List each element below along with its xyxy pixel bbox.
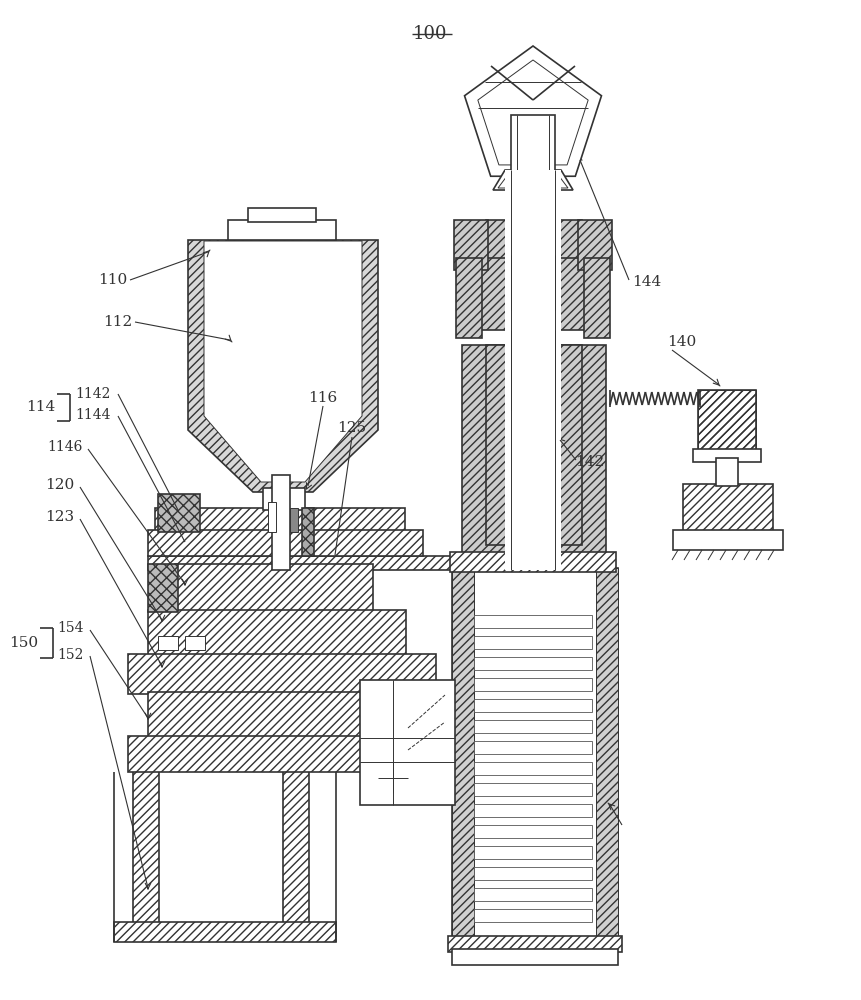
Bar bbox=[283, 767, 309, 925]
Bar bbox=[452, 568, 618, 938]
Bar bbox=[450, 552, 616, 572]
Bar bbox=[474, 825, 592, 838]
Bar bbox=[474, 762, 592, 775]
Bar bbox=[114, 922, 336, 942]
Polygon shape bbox=[188, 240, 378, 492]
Text: 112: 112 bbox=[103, 315, 133, 329]
Bar bbox=[228, 220, 336, 240]
Bar bbox=[448, 936, 622, 952]
Text: 1142: 1142 bbox=[75, 387, 110, 401]
Bar bbox=[272, 475, 290, 570]
Text: 142: 142 bbox=[575, 455, 604, 469]
Bar bbox=[596, 568, 618, 938]
Bar bbox=[185, 636, 205, 650]
Bar bbox=[148, 556, 468, 570]
Bar bbox=[263, 488, 305, 510]
Polygon shape bbox=[465, 46, 602, 176]
Bar bbox=[302, 508, 314, 556]
Bar bbox=[456, 258, 482, 338]
Text: 140: 140 bbox=[667, 335, 697, 349]
Bar bbox=[474, 888, 592, 901]
Text: 100: 100 bbox=[412, 25, 447, 43]
Bar bbox=[505, 255, 561, 410]
Bar bbox=[148, 692, 428, 738]
Bar bbox=[698, 390, 756, 452]
Text: 144: 144 bbox=[632, 275, 661, 289]
Bar bbox=[474, 783, 592, 796]
Text: 114: 114 bbox=[26, 400, 55, 414]
Bar bbox=[673, 530, 783, 550]
Bar bbox=[462, 345, 606, 555]
Bar bbox=[683, 484, 773, 532]
Text: 123: 123 bbox=[46, 510, 75, 524]
Text: 150: 150 bbox=[9, 636, 38, 650]
Bar bbox=[158, 636, 178, 650]
Bar bbox=[693, 449, 761, 462]
Text: 154: 154 bbox=[57, 621, 84, 635]
Polygon shape bbox=[498, 172, 568, 188]
Bar bbox=[452, 568, 474, 938]
Polygon shape bbox=[478, 60, 588, 165]
Bar bbox=[486, 345, 582, 545]
Bar bbox=[128, 652, 440, 772]
Bar bbox=[474, 846, 592, 859]
Bar bbox=[478, 258, 588, 330]
Bar bbox=[486, 220, 582, 262]
Bar bbox=[474, 720, 592, 733]
Bar bbox=[474, 657, 592, 670]
Bar bbox=[454, 220, 488, 270]
Bar bbox=[474, 909, 592, 922]
Bar bbox=[175, 564, 373, 612]
Bar bbox=[148, 564, 178, 612]
Bar bbox=[290, 508, 298, 532]
Text: 116: 116 bbox=[308, 391, 338, 405]
Text: 120: 120 bbox=[46, 478, 75, 492]
Bar bbox=[452, 949, 618, 965]
Bar bbox=[474, 636, 592, 649]
Bar bbox=[128, 736, 440, 772]
Bar bbox=[716, 458, 738, 486]
Polygon shape bbox=[493, 170, 573, 190]
Polygon shape bbox=[204, 241, 362, 482]
Bar bbox=[474, 699, 592, 712]
Bar bbox=[584, 258, 610, 338]
Bar bbox=[505, 170, 561, 310]
Bar bbox=[474, 615, 592, 628]
Bar bbox=[474, 741, 592, 754]
Bar bbox=[474, 804, 592, 817]
Bar bbox=[474, 678, 592, 691]
Text: 1144: 1144 bbox=[75, 408, 110, 422]
Bar bbox=[474, 867, 592, 880]
Bar bbox=[133, 767, 159, 925]
Bar bbox=[698, 390, 756, 452]
Bar bbox=[578, 220, 612, 270]
Bar bbox=[148, 530, 423, 556]
Bar bbox=[360, 680, 455, 805]
Bar bbox=[268, 502, 276, 532]
Bar bbox=[158, 494, 200, 532]
Bar bbox=[155, 508, 405, 532]
Text: 1146: 1146 bbox=[47, 440, 83, 454]
Bar bbox=[248, 208, 316, 222]
Bar bbox=[505, 330, 561, 570]
Bar bbox=[511, 115, 555, 230]
Text: 125: 125 bbox=[338, 421, 367, 435]
Bar bbox=[128, 654, 436, 694]
Text: 152: 152 bbox=[57, 648, 84, 662]
Bar bbox=[148, 610, 406, 658]
Text: 110: 110 bbox=[98, 273, 127, 287]
